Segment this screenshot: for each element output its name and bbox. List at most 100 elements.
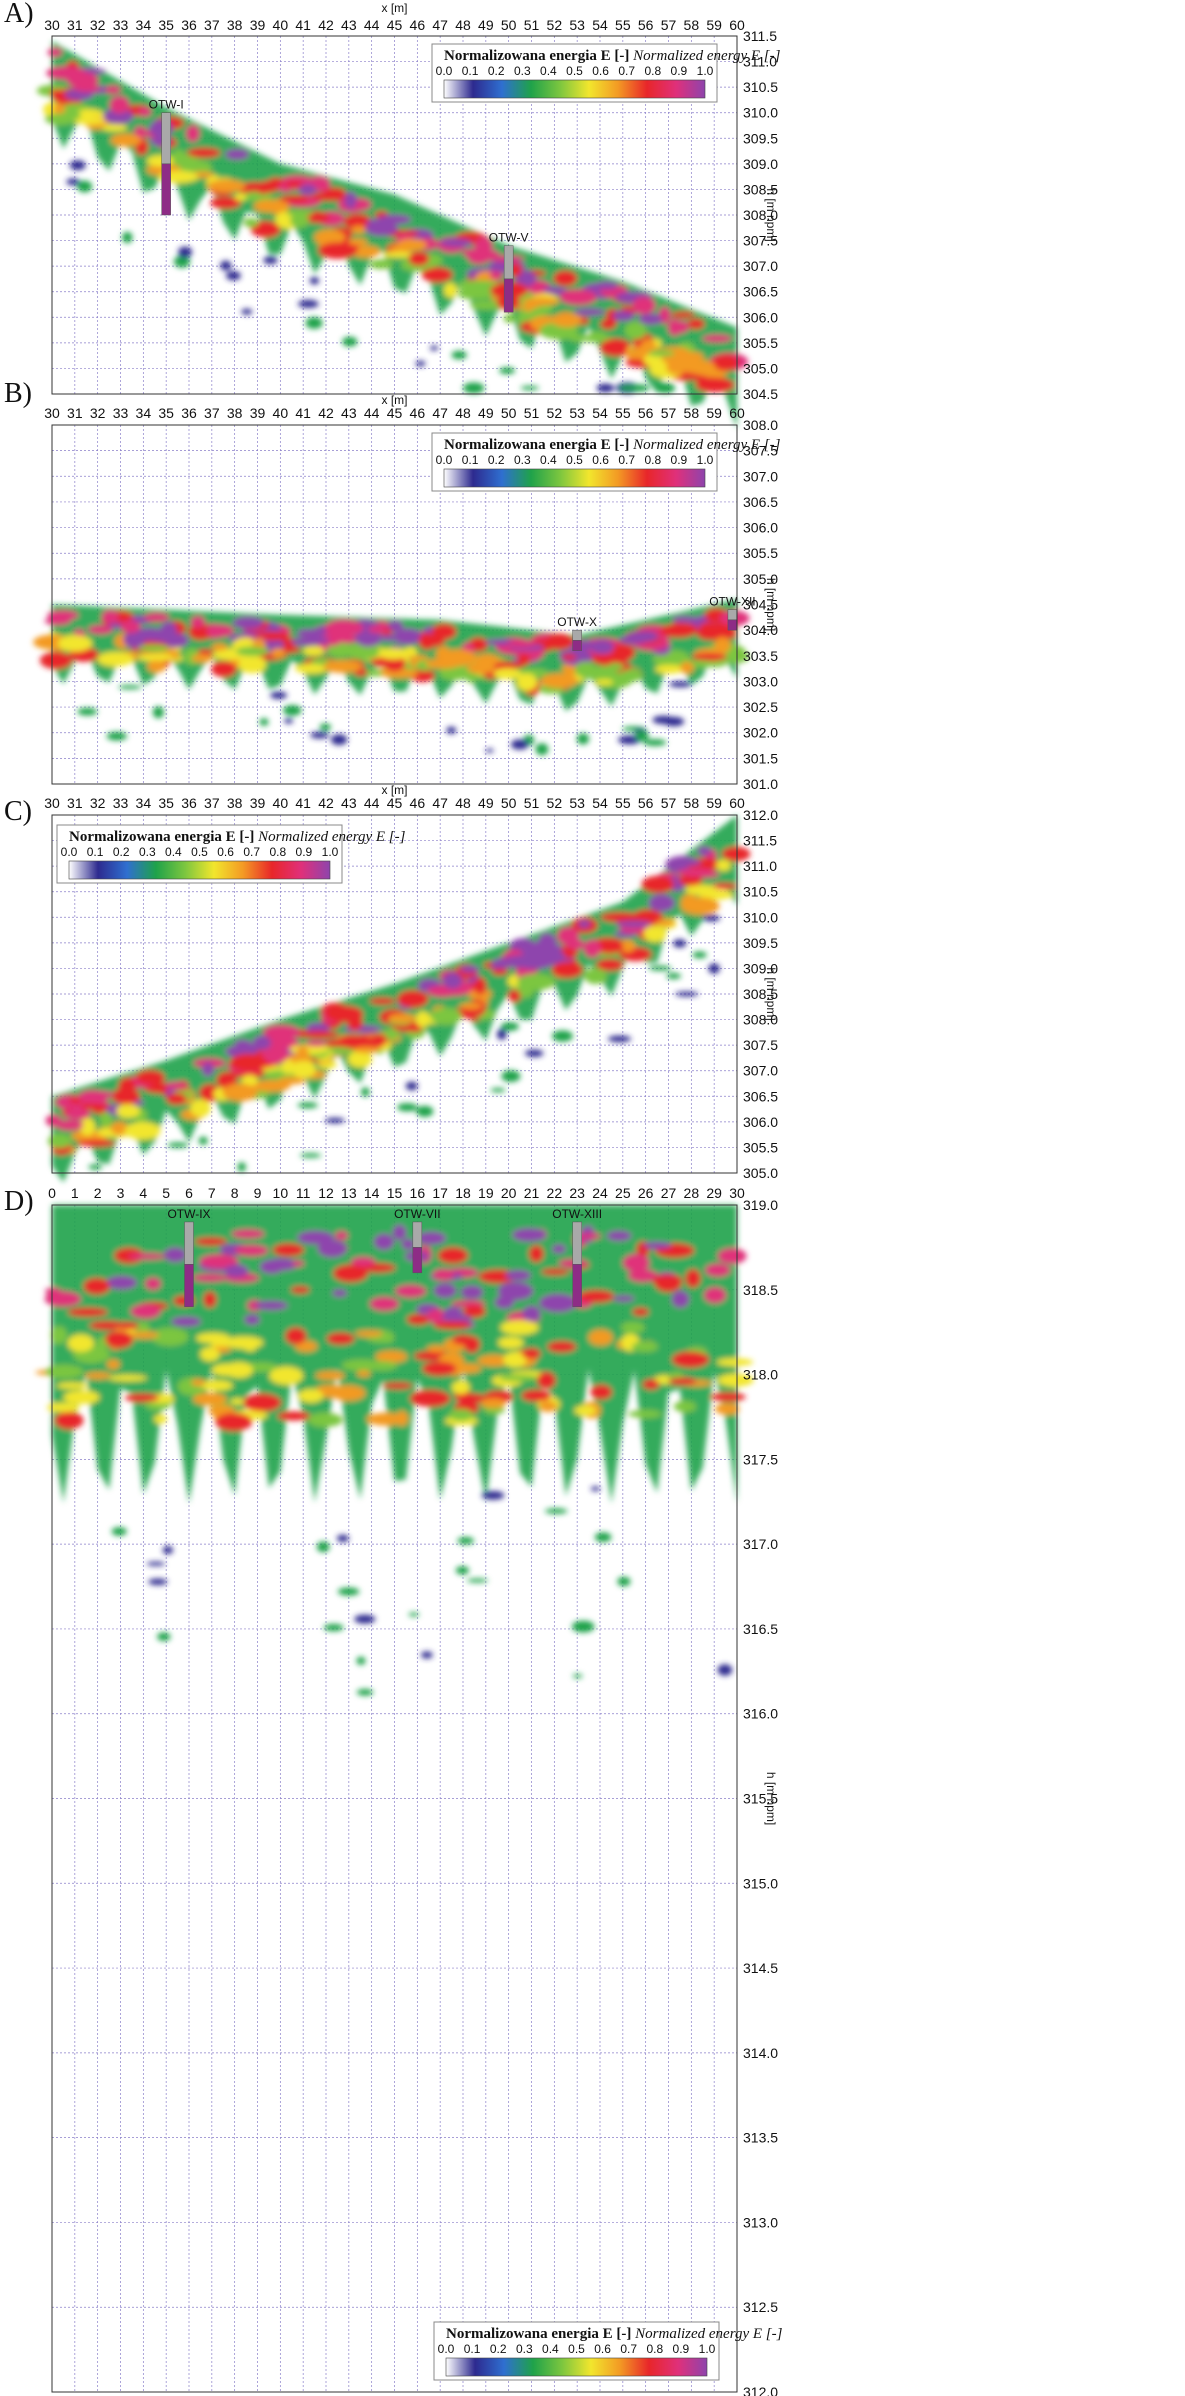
energy-blotch — [250, 221, 281, 238]
energy-spot — [356, 1656, 366, 1665]
energy-blotch — [45, 1365, 84, 1379]
energy-blotch — [521, 1348, 541, 1359]
energy-blotch — [685, 1269, 701, 1288]
legend-tick-label: 0.0 — [438, 2342, 455, 2356]
y-axis-title: h [m npm] — [764, 578, 778, 631]
energy-blotch — [106, 1359, 120, 1370]
legend: Normalizowana energia E [-] Normalized e… — [431, 43, 781, 103]
energy-spot — [323, 1624, 344, 1632]
energy-blotch — [56, 1382, 89, 1389]
x-tick-label: 33 — [113, 17, 129, 33]
energy-spot — [157, 1632, 171, 1641]
energy-blotch — [190, 616, 205, 628]
energy-spot — [310, 731, 330, 739]
energy-blotch — [537, 1371, 556, 1389]
x-tick-label: 56 — [638, 17, 654, 33]
energy-spot — [152, 706, 164, 719]
energy-blotch — [375, 1350, 408, 1363]
energy-blotch — [295, 1340, 318, 1352]
energy-blotch — [365, 221, 398, 236]
x-tick-label: 41 — [295, 17, 311, 33]
energy-blotch — [459, 1002, 483, 1010]
energy-spot — [457, 1537, 475, 1545]
energy-blotch — [493, 668, 522, 680]
legend-tick-label: 0.5 — [568, 2342, 585, 2356]
energy-blotch — [199, 1254, 239, 1269]
energy-blotch — [285, 1327, 307, 1345]
y-axis: 304.5 305.0 305.5 306.0 306.5 307.0 307.5 308.0… — [743, 28, 778, 402]
energy-blotch — [438, 1247, 468, 1264]
panel-label: B) — [4, 378, 32, 409]
colorbar — [443, 79, 706, 99]
borehole-marker: OTW-IX — [167, 1207, 211, 1307]
energy-spot — [496, 1028, 507, 1040]
x-tick-label: 6 — [185, 1185, 193, 1201]
y-axis-title: h [m npm] — [764, 188, 778, 241]
energy-blotch — [600, 338, 632, 357]
energy-blotch — [166, 1093, 187, 1105]
energy-blotch — [607, 662, 624, 671]
x-tick-label: 52 — [547, 795, 563, 811]
energy-blotch — [291, 1286, 310, 1294]
energy-blotch — [229, 1053, 268, 1072]
energy-blotch — [55, 1119, 84, 1131]
energy-spot — [524, 1049, 544, 1058]
energy-blotch — [388, 1013, 417, 1023]
energy-spot — [544, 1508, 568, 1514]
energy-spot — [298, 299, 319, 308]
energy-blotch — [477, 1354, 511, 1367]
energy-spot — [106, 731, 128, 741]
x-tick-label: 50 — [501, 795, 517, 811]
borehole-label: OTW-I — [149, 98, 184, 112]
y-tick-label: 309.0 — [743, 156, 778, 172]
energy-blotch — [421, 267, 453, 283]
energy-blotch — [191, 1379, 206, 1387]
energy-blotch — [553, 270, 577, 286]
legend-title: Normalizowana energia E [-] Normalized e… — [69, 829, 406, 845]
legend-title-en: Normalized energy E [-] — [257, 829, 406, 845]
x-tick-label: 53 — [569, 17, 585, 33]
energy-blotch — [369, 1297, 399, 1311]
energy-blotch — [505, 1270, 531, 1281]
y-tick-label: 311.0 — [743, 54, 777, 70]
y-tick-label: 312.0 — [743, 2384, 778, 2396]
energy-blotch — [712, 883, 737, 890]
energy-blotch — [584, 968, 607, 985]
energy-blotch — [638, 313, 663, 325]
x-tick-label: 44 — [364, 405, 380, 421]
energy-blotch — [714, 1403, 740, 1415]
energy-blotch — [332, 1289, 348, 1297]
energy-blotch — [338, 1034, 373, 1049]
energy-blotch — [323, 660, 362, 673]
x-tick-label: 16 — [410, 1185, 426, 1201]
energy-blotch — [426, 1309, 447, 1324]
energy-blotch — [543, 286, 556, 293]
energy-blotch — [396, 238, 427, 251]
x-tick-label: 0 — [48, 1185, 56, 1201]
energy-spot — [590, 1486, 601, 1492]
energy-blotch — [324, 1005, 363, 1023]
legend-tick-label: 0.8 — [644, 453, 661, 467]
energy-blotch — [333, 1264, 368, 1282]
x-tick-label: 23 — [569, 1185, 585, 1201]
x-tick-label: 33 — [113, 795, 129, 811]
energy-spot — [666, 973, 681, 979]
y-tick-label: 306.5 — [743, 284, 778, 300]
energy-spot — [708, 963, 720, 974]
borehole-segment — [503, 245, 514, 280]
y-tick-label: 305.0 — [743, 571, 778, 587]
energy-blotch — [297, 1231, 334, 1245]
x-tick-label: 1 — [71, 1185, 79, 1201]
x-tick-label: 38 — [227, 17, 243, 33]
energy-blotch — [521, 1389, 552, 1402]
borehole-segment — [572, 1264, 582, 1307]
energy-blotch — [517, 973, 556, 991]
energy-spot — [596, 383, 615, 393]
x-tick-label: 40 — [273, 795, 289, 811]
x-tick-label: 48 — [455, 17, 471, 33]
y-tick-label: 316.5 — [743, 1621, 778, 1637]
energy-spot — [571, 1620, 595, 1633]
energy-blotch — [144, 612, 170, 622]
energy-blotch — [717, 1248, 747, 1264]
